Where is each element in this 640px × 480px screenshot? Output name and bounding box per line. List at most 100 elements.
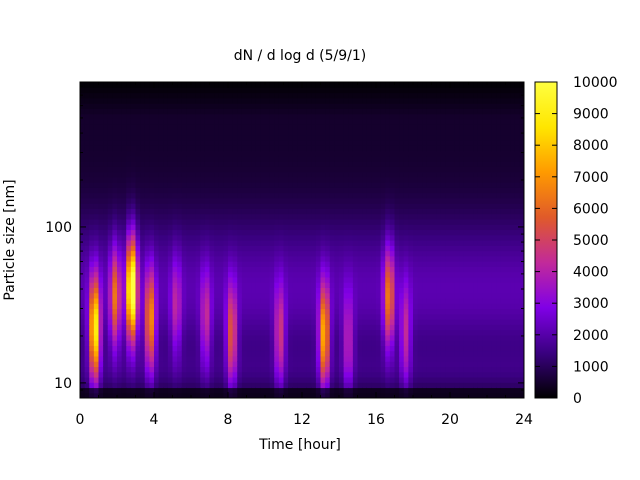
heatmap-cell bbox=[158, 382, 164, 389]
heatmap-cell bbox=[135, 224, 141, 231]
heatmap-cell bbox=[320, 308, 326, 315]
heatmap-cell bbox=[121, 308, 127, 315]
heatmap-cell bbox=[126, 218, 132, 225]
heatmap-cell bbox=[431, 361, 437, 367]
heatmap-cell bbox=[306, 182, 312, 188]
heatmap-cell bbox=[186, 250, 192, 257]
heatmap-cell bbox=[362, 182, 368, 188]
heatmap-cell bbox=[246, 361, 252, 367]
heatmap-cell bbox=[436, 387, 442, 394]
heatmap-cell bbox=[445, 350, 451, 357]
heatmap-cell bbox=[232, 350, 238, 357]
heatmap-cell bbox=[228, 292, 234, 299]
heatmap-cell bbox=[440, 229, 446, 236]
heatmap-cell bbox=[172, 282, 178, 288]
heatmap-cell bbox=[306, 145, 312, 152]
heatmap-cell bbox=[436, 350, 442, 357]
heatmap-cell bbox=[246, 182, 252, 188]
heatmap-cell bbox=[158, 234, 164, 241]
heatmap-cell bbox=[426, 345, 433, 352]
heatmap-cell bbox=[325, 350, 331, 357]
heatmap-cell bbox=[352, 329, 359, 336]
heatmap-cell bbox=[209, 124, 215, 130]
heatmap-cell bbox=[329, 82, 335, 88]
heatmap-cell bbox=[389, 82, 396, 88]
heatmap-cell bbox=[302, 282, 308, 288]
heatmap-cell bbox=[195, 218, 201, 225]
heatmap-cell bbox=[269, 329, 275, 336]
heatmap-cell bbox=[204, 355, 211, 362]
heatmap-cell bbox=[130, 308, 137, 315]
heatmap-cell bbox=[237, 150, 243, 157]
heatmap-cell bbox=[255, 250, 261, 257]
heatmap-cell bbox=[339, 87, 345, 94]
heatmap-cell bbox=[255, 329, 261, 336]
heatmap-cell bbox=[260, 97, 266, 104]
heatmap-cell bbox=[158, 366, 164, 373]
heatmap-cell bbox=[241, 297, 248, 304]
heatmap-cell bbox=[339, 176, 345, 183]
heatmap-cell bbox=[413, 229, 419, 236]
heatmap-cell bbox=[389, 161, 396, 167]
heatmap-cell bbox=[177, 229, 183, 236]
heatmap-cell bbox=[348, 303, 354, 310]
heatmap-cell bbox=[445, 376, 451, 383]
heatmap-cell bbox=[144, 208, 150, 215]
heatmap-cell bbox=[417, 392, 423, 398]
heatmap-cell bbox=[408, 82, 414, 88]
heatmap-cell bbox=[181, 350, 187, 357]
heatmap-cell bbox=[357, 234, 363, 241]
heatmap-cell bbox=[246, 234, 252, 241]
heatmap-cell bbox=[158, 266, 164, 273]
heatmap-cell bbox=[117, 134, 123, 141]
heatmap-cell bbox=[218, 234, 224, 241]
heatmap-cell bbox=[385, 245, 391, 252]
heatmap-cell bbox=[214, 303, 220, 310]
heatmap-cell bbox=[436, 113, 442, 120]
heatmap-cell bbox=[450, 176, 456, 183]
heatmap-cell bbox=[431, 308, 437, 315]
heatmap-cell bbox=[306, 166, 312, 173]
heatmap-cell bbox=[288, 103, 294, 109]
heatmap-cell bbox=[274, 266, 280, 273]
heatmap-cell bbox=[362, 124, 368, 130]
heatmap-cell bbox=[121, 292, 127, 299]
heatmap-cell bbox=[274, 287, 280, 294]
heatmap-cell bbox=[288, 203, 294, 209]
heatmap-cell bbox=[408, 329, 414, 336]
heatmap-cell bbox=[348, 139, 354, 146]
heatmap-cell bbox=[135, 329, 141, 336]
heatmap-cell bbox=[269, 319, 275, 325]
heatmap-cell bbox=[191, 97, 197, 104]
heatmap-cell bbox=[103, 271, 109, 278]
heatmap-cell bbox=[329, 297, 335, 304]
heatmap-cell bbox=[237, 355, 243, 362]
heatmap-cell bbox=[440, 124, 446, 130]
heatmap-cell bbox=[163, 329, 169, 336]
heatmap-cell bbox=[329, 376, 335, 383]
heatmap-cell bbox=[376, 213, 382, 220]
heatmap-cell bbox=[422, 229, 428, 236]
heatmap-cell bbox=[394, 197, 400, 204]
heatmap-cell bbox=[431, 139, 437, 146]
heatmap-cell bbox=[265, 155, 271, 162]
heatmap-cell bbox=[80, 329, 86, 336]
heatmap-cell bbox=[98, 329, 104, 336]
heatmap-cell bbox=[426, 176, 433, 183]
heatmap-cell bbox=[339, 103, 345, 109]
heatmap-cell bbox=[348, 92, 354, 99]
heatmap-cell bbox=[84, 319, 90, 325]
heatmap-cell bbox=[232, 250, 238, 257]
heatmap-cell bbox=[209, 166, 215, 173]
heatmap-cell bbox=[265, 103, 271, 109]
heatmap-cell bbox=[371, 139, 377, 146]
heatmap-cell bbox=[329, 92, 335, 99]
heatmap-cell bbox=[126, 187, 132, 194]
heatmap-cell bbox=[343, 382, 349, 389]
heatmap-cell bbox=[186, 324, 192, 331]
heatmap-cell bbox=[334, 103, 340, 109]
heatmap-cell bbox=[334, 255, 340, 262]
heatmap-cell bbox=[431, 324, 437, 331]
heatmap-cell bbox=[366, 319, 372, 325]
heatmap-cell bbox=[288, 308, 294, 315]
